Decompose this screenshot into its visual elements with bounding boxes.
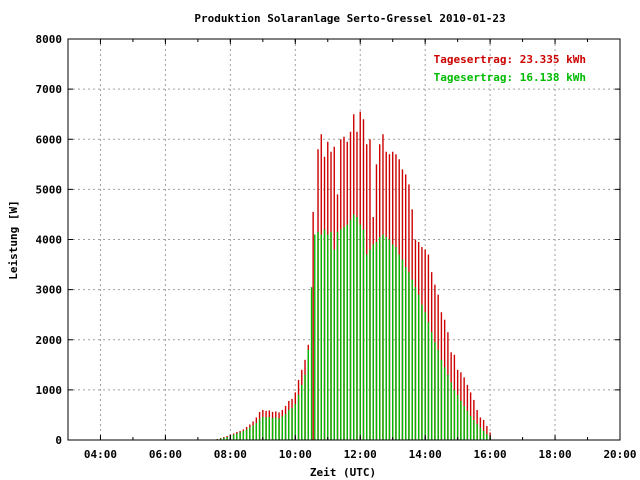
x-tick-label: 14:00 bbox=[409, 448, 442, 461]
y-tick-label: 8000 bbox=[36, 33, 63, 46]
y-tick-label: 5000 bbox=[36, 183, 63, 196]
x-tick-label: 08:00 bbox=[214, 448, 247, 461]
y-tick-label: 4000 bbox=[36, 234, 63, 247]
x-tick-label: 18:00 bbox=[538, 448, 571, 461]
x-tick-label: 04:00 bbox=[84, 448, 117, 461]
y-tick-label: 7000 bbox=[36, 83, 63, 96]
series-green-bars bbox=[216, 214, 491, 440]
x-axis-label: Zeit (UTC) bbox=[310, 466, 376, 479]
legend-entry-series-2: Tagesertrag: 16.138 kWh bbox=[434, 71, 586, 84]
x-tick-label: 20:00 bbox=[603, 448, 636, 461]
x-tick-label: 12:00 bbox=[344, 448, 377, 461]
legend: Tagesertrag: 23.335 kWh Tagesertrag: 16.… bbox=[434, 53, 586, 84]
chart-title: Produktion Solaranlage Serto-Gressel 201… bbox=[194, 12, 505, 25]
y-axis-label: Leistung [W] bbox=[7, 200, 20, 279]
x-tick-label: 06:00 bbox=[149, 448, 182, 461]
y-tick-label: 1000 bbox=[36, 384, 63, 397]
y-tick-label: 2000 bbox=[36, 334, 63, 347]
y-tick-label: 0 bbox=[55, 434, 62, 447]
y-axis-ticks: 0 1000 2000 3000 4000 5000 6000 7000 8000 bbox=[36, 33, 620, 447]
x-tick-label: 16:00 bbox=[474, 448, 507, 461]
legend-entry-series-1: Tagesertrag: 23.335 kWh bbox=[434, 53, 586, 66]
x-tick-label: 10:00 bbox=[279, 448, 312, 461]
x-axis-ticks: 04:00 06:00 08:00 10:00 12:00 14:00 16:00 18:00… bbox=[67, 39, 637, 461]
y-tick-label: 6000 bbox=[36, 133, 63, 146]
y-tick-label: 3000 bbox=[36, 284, 63, 297]
